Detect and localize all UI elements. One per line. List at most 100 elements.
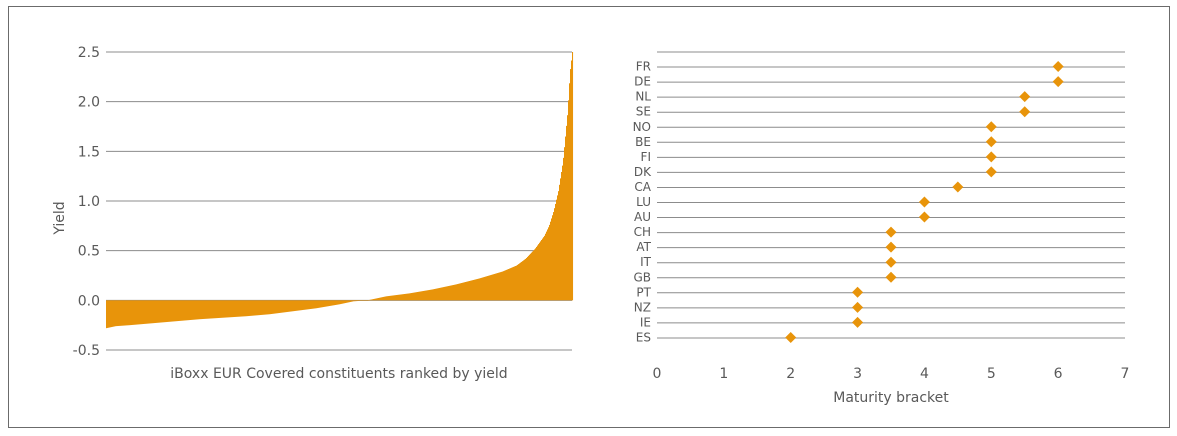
yield-bar bbox=[364, 300, 366, 301]
yield-bar bbox=[235, 300, 237, 317]
yield-bar bbox=[379, 297, 381, 301]
yield-bar bbox=[514, 266, 516, 301]
yield-bar bbox=[320, 300, 322, 308]
yield-bar bbox=[304, 300, 306, 310]
yield-bar bbox=[293, 300, 295, 312]
yield-bar bbox=[383, 296, 385, 301]
yield-bar bbox=[286, 300, 288, 313]
yield-bar bbox=[173, 300, 175, 322]
yield-bar bbox=[349, 300, 351, 303]
yield-bar bbox=[503, 271, 505, 301]
yield-bar bbox=[330, 300, 332, 306]
yield-bar bbox=[500, 272, 502, 301]
maturity-point bbox=[885, 256, 897, 268]
yield-bar bbox=[471, 280, 473, 301]
yield-bar bbox=[178, 300, 180, 322]
yield-bar bbox=[505, 270, 507, 301]
yield-bar bbox=[213, 300, 215, 319]
yield-bar bbox=[172, 300, 174, 322]
yield-bar bbox=[202, 300, 204, 320]
yield-bar bbox=[309, 300, 311, 310]
yield-bar bbox=[408, 293, 410, 301]
yield-bar bbox=[549, 224, 551, 301]
yield-bar bbox=[135, 300, 137, 325]
yield-bar bbox=[288, 300, 290, 312]
yield-bar bbox=[337, 300, 339, 305]
yield-bar bbox=[333, 300, 335, 306]
yield-bar bbox=[276, 300, 278, 314]
yield-bar bbox=[565, 136, 567, 301]
yield-bar bbox=[246, 300, 248, 317]
yield-bar bbox=[377, 298, 379, 301]
yield-bar bbox=[521, 261, 523, 301]
yield-bar bbox=[388, 296, 390, 301]
yield-bar bbox=[281, 300, 283, 313]
yield-bar bbox=[165, 300, 167, 323]
yield-bar bbox=[486, 276, 488, 301]
yield-bar bbox=[257, 300, 259, 316]
yield-bar bbox=[447, 286, 449, 301]
maturity-point bbox=[985, 136, 997, 148]
yield-bar bbox=[164, 300, 166, 323]
yield-bar bbox=[456, 284, 458, 301]
yield-bar bbox=[273, 300, 275, 314]
yield-bar bbox=[119, 300, 121, 326]
yield-bar bbox=[340, 300, 342, 305]
yield-bar bbox=[540, 241, 542, 301]
yield-bar bbox=[384, 296, 386, 301]
yield-bar bbox=[192, 300, 194, 320]
yield-bar bbox=[143, 300, 145, 324]
yield-bar bbox=[461, 283, 463, 301]
yield-bar bbox=[153, 300, 155, 324]
category-label: IE bbox=[640, 315, 651, 329]
yield-bar bbox=[329, 300, 331, 307]
yield-bar bbox=[280, 300, 282, 313]
yield-bar bbox=[509, 268, 511, 301]
yield-bar bbox=[437, 288, 439, 301]
yield-bar bbox=[160, 300, 162, 323]
yield-bar bbox=[188, 300, 190, 321]
yield-bar bbox=[209, 300, 211, 319]
yield-bar bbox=[398, 294, 400, 301]
left-y-tick-label: -0.5 bbox=[73, 343, 100, 359]
yield-bar bbox=[156, 300, 158, 323]
yield-bar bbox=[317, 300, 319, 309]
left-y-tick-label: 1.5 bbox=[78, 144, 100, 160]
yield-bar bbox=[200, 300, 202, 320]
yield-bar bbox=[423, 290, 425, 301]
yield-bar bbox=[332, 300, 334, 306]
yield-bar bbox=[222, 300, 224, 318]
maturity-point bbox=[985, 166, 997, 178]
yield-bar bbox=[163, 300, 165, 323]
yield-bar bbox=[511, 267, 513, 301]
yield-bar bbox=[221, 300, 223, 318]
yield-bar bbox=[385, 296, 387, 301]
yield-bar bbox=[259, 300, 261, 316]
yield-bar bbox=[414, 292, 416, 301]
yield-bar bbox=[229, 300, 231, 318]
yield-bar bbox=[524, 259, 526, 301]
yield-bar bbox=[326, 300, 328, 307]
yield-bar bbox=[432, 289, 434, 301]
yield-bar bbox=[346, 300, 348, 303]
yield-bar bbox=[427, 290, 429, 301]
yield-bar bbox=[244, 300, 246, 317]
yield-bar bbox=[227, 300, 229, 318]
yield-bar bbox=[426, 290, 428, 301]
yield-bar bbox=[522, 261, 524, 301]
yield-bar bbox=[279, 300, 281, 313]
yield-bar bbox=[282, 300, 284, 313]
maturity-point bbox=[952, 181, 964, 193]
left-y-tick-label: 1.0 bbox=[78, 194, 100, 210]
yield-bar bbox=[530, 253, 532, 301]
yield-bar bbox=[149, 300, 151, 324]
yield-bar bbox=[123, 300, 125, 326]
yield-bar bbox=[381, 297, 383, 301]
yield-bar bbox=[113, 300, 115, 327]
yield-bar bbox=[386, 296, 388, 301]
yield-bar bbox=[264, 300, 266, 315]
yield-bar bbox=[139, 300, 141, 325]
left-bars bbox=[106, 52, 574, 329]
yield-bar bbox=[109, 300, 111, 328]
yield-bar bbox=[155, 300, 157, 323]
